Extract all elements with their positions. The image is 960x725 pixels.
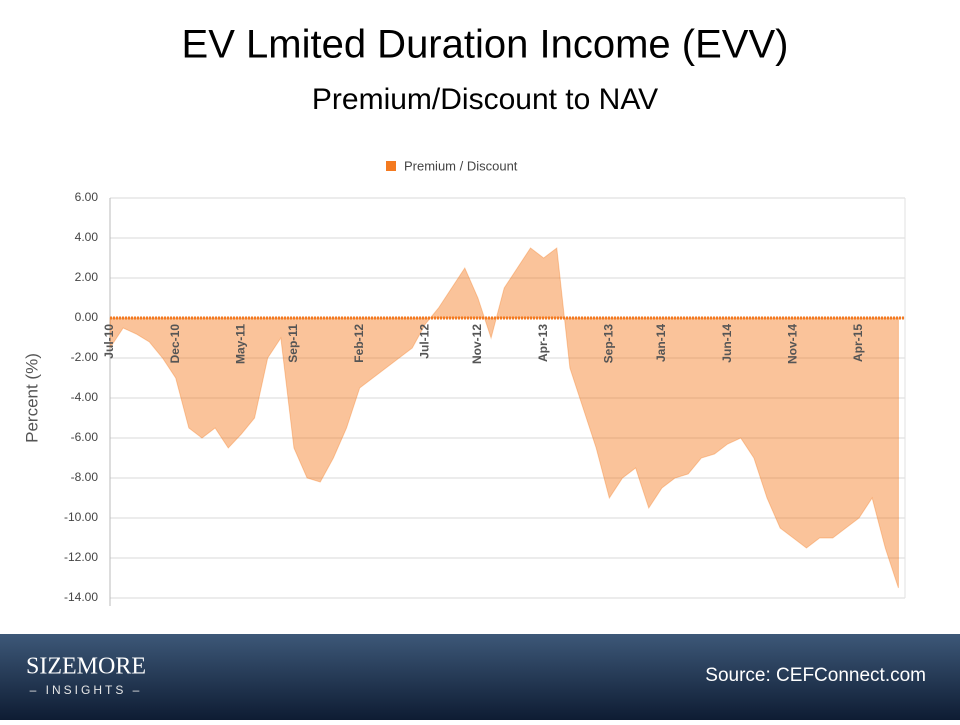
subtitle: Premium/Discount to NAV: [312, 83, 658, 116]
chart: 6.00 4.00 2.00 0.00 -2.00 -4.00 -6.00 -8.00 -10.…: [22, 158, 906, 606]
x-tick-label: Sep-13: [602, 324, 616, 364]
x-tick-label: Nov-14: [785, 324, 799, 364]
y-tick-label: 2.00: [75, 270, 99, 284]
x-tick-label: May-11: [234, 324, 248, 364]
y-tick-label: -2.00: [71, 350, 99, 364]
tagline: – INSIGHTS –: [30, 683, 143, 697]
y-tick-label: -14.00: [64, 590, 98, 604]
x-tick-label: Nov-12: [470, 324, 484, 364]
source: Source: CEFConnect.com: [705, 665, 926, 686]
y-axis-label: Percent (%): [22, 353, 41, 443]
x-tick-label: Jun-14: [720, 324, 734, 363]
y-tick-label: -8.00: [71, 470, 99, 484]
y-tick-label: -6.00: [71, 430, 99, 444]
y-tick-label: 4.00: [75, 230, 99, 244]
legend-swatch: [386, 161, 396, 171]
y-tick-label: 6.00: [75, 190, 99, 204]
title: EV Lmited Duration Income (EVV): [182, 23, 789, 67]
x-tick-label: Sep-11: [286, 324, 300, 363]
x-tick-label: Jul-10: [102, 324, 116, 359]
x-tick-label: Jul-12: [418, 324, 432, 359]
footer-band: [0, 634, 960, 720]
y-tick-label: -4.00: [71, 390, 99, 404]
area: [109, 247, 899, 589]
legend-label: Premium / Discount: [404, 158, 518, 173]
y-tick-label: -12.00: [64, 550, 98, 564]
x-tick-label: Feb-12: [352, 324, 366, 363]
y-tick-label: -10.00: [64, 510, 98, 524]
x-tick-label: Apr-15: [851, 324, 865, 362]
logo: SIZEMORE: [26, 654, 146, 680]
x-tick-label: Dec-10: [168, 324, 182, 364]
y-tick-label: 0.00: [75, 310, 99, 324]
x-tick-label: Jan-14: [654, 324, 668, 362]
x-tick-label: Apr-13: [536, 324, 550, 362]
